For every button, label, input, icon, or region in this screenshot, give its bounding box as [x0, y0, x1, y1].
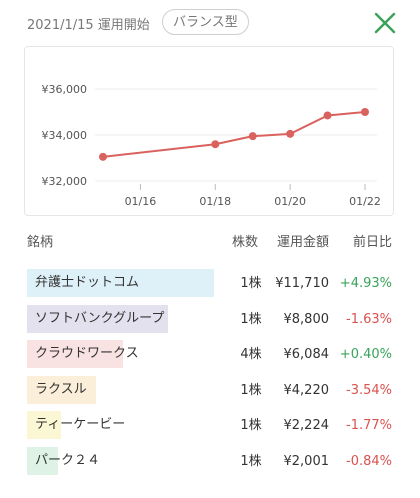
- invested-amount: ¥11,710: [275, 276, 329, 291]
- stock-name: ティーケービー: [27, 411, 125, 439]
- daily-change: -0.84%: [346, 453, 392, 469]
- start-date-text: 2021/1/15 運用開始: [27, 18, 150, 33]
- data-point: [286, 129, 295, 138]
- data-point: [361, 108, 369, 116]
- share-count: 1株: [240, 453, 262, 469]
- data-point: [323, 111, 332, 120]
- stock-name: ソフトバンクグループ: [27, 304, 168, 333]
- stock-name: 弁護士ドットコム: [27, 269, 214, 297]
- table-row[interactable]: パーク２４ 1株 ¥2,001 -0.84%: [0, 444, 420, 479]
- performance-chart: ¥36,000 ¥34,000 ¥32,000 01/16 01/18 01/20 01/2…: [24, 46, 394, 216]
- invested-amount: ¥8,800: [283, 311, 330, 327]
- stock-name: クラウドワークス: [27, 340, 139, 368]
- daily-change: -1.63%: [346, 311, 392, 327]
- x-tick-label: 01/18: [199, 195, 231, 208]
- x-tick-label: 01/20: [274, 195, 306, 208]
- invested-amount: ¥4,220: [283, 382, 330, 398]
- x-tick-label: 01/22: [349, 195, 381, 208]
- share-count: 1株: [240, 276, 262, 291]
- header-shares: 株数: [232, 235, 259, 250]
- table-row[interactable]: ソフトバンクグループ 1株 ¥8,800 -1.63%: [0, 302, 420, 337]
- invested-amount: ¥2,224: [283, 418, 330, 433]
- portfolio-type-badge[interactable]: バランス型: [162, 9, 249, 35]
- daily-change: +0.40%: [339, 347, 392, 362]
- share-count: 4株: [240, 347, 262, 362]
- header-change: 前日比: [352, 235, 392, 250]
- table-row[interactable]: クラウドワークス 4株 ¥6,084 +0.40%: [0, 337, 420, 372]
- table-row[interactable]: ティーケービー 1株 ¥2,224 -1.77%: [0, 408, 420, 443]
- x-tick-label: 01/16: [125, 195, 157, 208]
- data-point: [248, 132, 257, 141]
- stock-name: パーク２４: [27, 446, 100, 475]
- data-point: [99, 152, 107, 161]
- series-line: [102, 111, 366, 158]
- share-count: 1株: [240, 418, 262, 433]
- invested-amount: ¥6,084: [283, 347, 330, 362]
- header-name: 銘柄: [27, 235, 54, 250]
- header-amount: 運用金額: [276, 235, 329, 250]
- stock-name: ラクスル: [27, 375, 96, 404]
- daily-change: -3.54%: [346, 382, 392, 398]
- share-count: 1株: [240, 311, 262, 327]
- y-tick-label: ¥32,000: [42, 175, 88, 188]
- data-point: [211, 140, 220, 149]
- share-count: 1株: [240, 382, 262, 398]
- daily-change: -1.77%: [346, 418, 392, 433]
- line-chart: ¥36,000 ¥34,000 ¥32,000 01/16 01/18 01/20 01/2…: [42, 83, 381, 208]
- close-x-icon[interactable]: [372, 10, 398, 36]
- daily-change: +4.93%: [339, 276, 392, 291]
- y-tick-label: ¥34,000: [42, 129, 88, 142]
- header: 2021/1/15 運用開始 バランス型: [0, 0, 420, 46]
- table-row[interactable]: 弁護士ドットコム 1株 ¥11,710 +4.93%: [0, 266, 420, 301]
- table-row[interactable]: ラクスル 1株 ¥4,220 -3.54%: [0, 373, 420, 408]
- invested-amount: ¥2,001: [283, 453, 330, 469]
- y-tick-label: ¥36,000: [42, 83, 88, 96]
